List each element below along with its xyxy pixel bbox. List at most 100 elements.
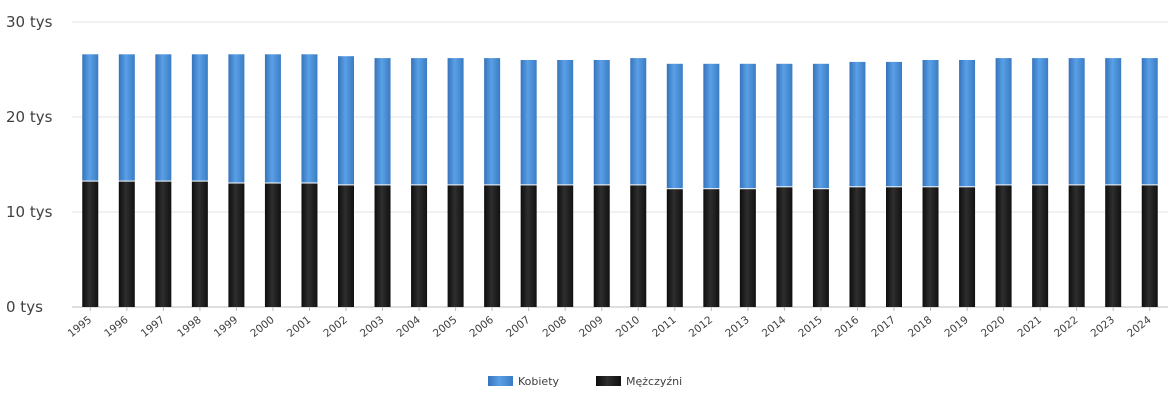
bar-mezczyzni-2015 xyxy=(812,189,829,307)
x-tick-label-2005: 2005 xyxy=(431,314,459,340)
bar-mezczyzni-2012 xyxy=(703,189,720,307)
bar-mezczyzni-2007 xyxy=(520,185,537,307)
x-tick-label-2003: 2003 xyxy=(358,314,386,340)
bar-mezczyzni-2022 xyxy=(1068,185,1085,307)
x-tick-label-2016: 2016 xyxy=(833,314,862,340)
bar-kobiety-2017 xyxy=(886,61,902,187)
bar-kobiety-2012 xyxy=(703,63,720,189)
x-tick-label-2023: 2023 xyxy=(1089,314,1117,340)
bar-kobiety-2023 xyxy=(1105,58,1122,185)
bar-mezczyzni-2000 xyxy=(264,183,281,307)
legend-swatch-1 xyxy=(596,376,621,386)
x-tick-label-2000: 2000 xyxy=(248,314,276,340)
bar-kobiety-1999 xyxy=(228,54,245,183)
x-tick-label-2017: 2017 xyxy=(869,314,897,340)
bar-kobiety-2004 xyxy=(411,58,428,185)
x-tick-label-2014: 2014 xyxy=(760,314,789,340)
x-tick-label-2007: 2007 xyxy=(504,314,532,340)
x-tick-label-1997: 1997 xyxy=(139,314,167,340)
bar-mezczyzni-2021 xyxy=(1032,185,1049,307)
bar-kobiety-2009 xyxy=(593,60,610,185)
bar-mezczyzni-1996 xyxy=(118,181,135,307)
bar-mezczyzni-2016 xyxy=(849,187,866,307)
bar-kobiety-2008 xyxy=(557,60,574,185)
y-tick-label-0: 0 tys xyxy=(6,298,43,316)
bar-mezczyzni-2005 xyxy=(447,185,464,307)
bar-mezczyzni-2004 xyxy=(411,185,428,307)
legend-label-0: Kobiety xyxy=(518,375,560,388)
bar-mezczyzni-2010 xyxy=(630,185,647,307)
bar-mezczyzni-2014 xyxy=(776,187,793,307)
bar-mezczyzni-2011 xyxy=(666,189,683,307)
bar-kobiety-2005 xyxy=(447,58,464,185)
bar-mezczyzni-2017 xyxy=(886,187,902,307)
x-tick-label-2002: 2002 xyxy=(321,314,349,340)
bar-kobiety-2013 xyxy=(739,63,756,189)
bar-mezczyzni-1999 xyxy=(228,183,245,307)
bar-kobiety-2010 xyxy=(630,58,647,185)
bar-mezczyzni-2024 xyxy=(1141,185,1158,307)
legend-swatch-0 xyxy=(488,376,513,386)
bar-kobiety-2022 xyxy=(1068,58,1085,185)
bar-mezczyzni-1995 xyxy=(82,181,99,307)
bar-mezczyzni-2003 xyxy=(374,185,391,307)
x-tick-label-1998: 1998 xyxy=(175,314,203,340)
bar-kobiety-1995 xyxy=(82,54,99,181)
x-tick-label-2011: 2011 xyxy=(650,314,678,340)
x-tick-label-2015: 2015 xyxy=(796,314,824,340)
x-tick-label-1995: 1995 xyxy=(66,314,94,340)
bar-mezczyzni-2020 xyxy=(995,185,1012,307)
x-tick-label-2022: 2022 xyxy=(1052,314,1080,340)
bar-kobiety-2019 xyxy=(959,60,976,187)
x-tick-label-2024: 2024 xyxy=(1125,314,1154,340)
bar-mezczyzni-2018 xyxy=(922,187,939,307)
x-tick-label-1999: 1999 xyxy=(212,314,240,340)
x-tick-label-2008: 2008 xyxy=(541,314,569,340)
bar-mezczyzni-2006 xyxy=(484,185,501,307)
bar-kobiety-2000 xyxy=(264,54,281,183)
legend-label-1: Mężczyźni xyxy=(626,375,682,388)
y-tick-label-3: 30 tys xyxy=(6,13,53,31)
x-tick-label-2020: 2020 xyxy=(979,314,1007,340)
x-tick-label-2021: 2021 xyxy=(1016,314,1044,340)
bar-kobiety-2018 xyxy=(922,60,939,187)
x-tick-label-2012: 2012 xyxy=(687,314,715,340)
x-tick-label-2010: 2010 xyxy=(614,314,642,340)
x-tick-label-2006: 2006 xyxy=(468,314,497,340)
bar-kobiety-2024 xyxy=(1141,58,1158,185)
x-tick-label-2018: 2018 xyxy=(906,314,934,340)
bar-kobiety-2014 xyxy=(776,63,793,187)
y-tick-label-2: 20 tys xyxy=(6,108,53,126)
bar-mezczyzni-1998 xyxy=(191,181,208,307)
x-tick-label-2009: 2009 xyxy=(577,314,605,340)
bar-mezczyzni-2009 xyxy=(593,185,610,307)
x-tick-label-1996: 1996 xyxy=(102,314,131,340)
bar-kobiety-2002 xyxy=(338,56,354,185)
bar-kobiety-1996 xyxy=(118,54,135,181)
bar-kobiety-1997 xyxy=(155,54,172,181)
x-tick-label-2019: 2019 xyxy=(942,314,970,340)
bar-kobiety-2006 xyxy=(484,58,501,185)
bar-kobiety-1998 xyxy=(191,54,208,181)
x-tick-label-2013: 2013 xyxy=(723,314,751,340)
x-tick-label-2004: 2004 xyxy=(394,314,423,340)
bar-mezczyzni-2013 xyxy=(739,189,756,307)
bar-kobiety-2016 xyxy=(849,61,866,187)
x-tick-label-2001: 2001 xyxy=(285,314,313,340)
bar-kobiety-2001 xyxy=(301,54,318,183)
y-tick-label-1: 10 tys xyxy=(6,203,53,221)
bar-kobiety-2020 xyxy=(995,58,1012,185)
bar-mezczyzni-2019 xyxy=(959,187,976,307)
bar-mezczyzni-2008 xyxy=(557,185,574,307)
bar-kobiety-2003 xyxy=(374,58,391,185)
bar-mezczyzni-1997 xyxy=(155,181,172,307)
bar-mezczyzni-2023 xyxy=(1105,185,1122,307)
bar-kobiety-2015 xyxy=(812,63,829,189)
bar-kobiety-2021 xyxy=(1032,58,1049,185)
bar-kobiety-2011 xyxy=(666,63,683,189)
bar-mezczyzni-2001 xyxy=(301,183,318,307)
bar-kobiety-2007 xyxy=(520,60,537,185)
bar-mezczyzni-2002 xyxy=(338,185,354,307)
